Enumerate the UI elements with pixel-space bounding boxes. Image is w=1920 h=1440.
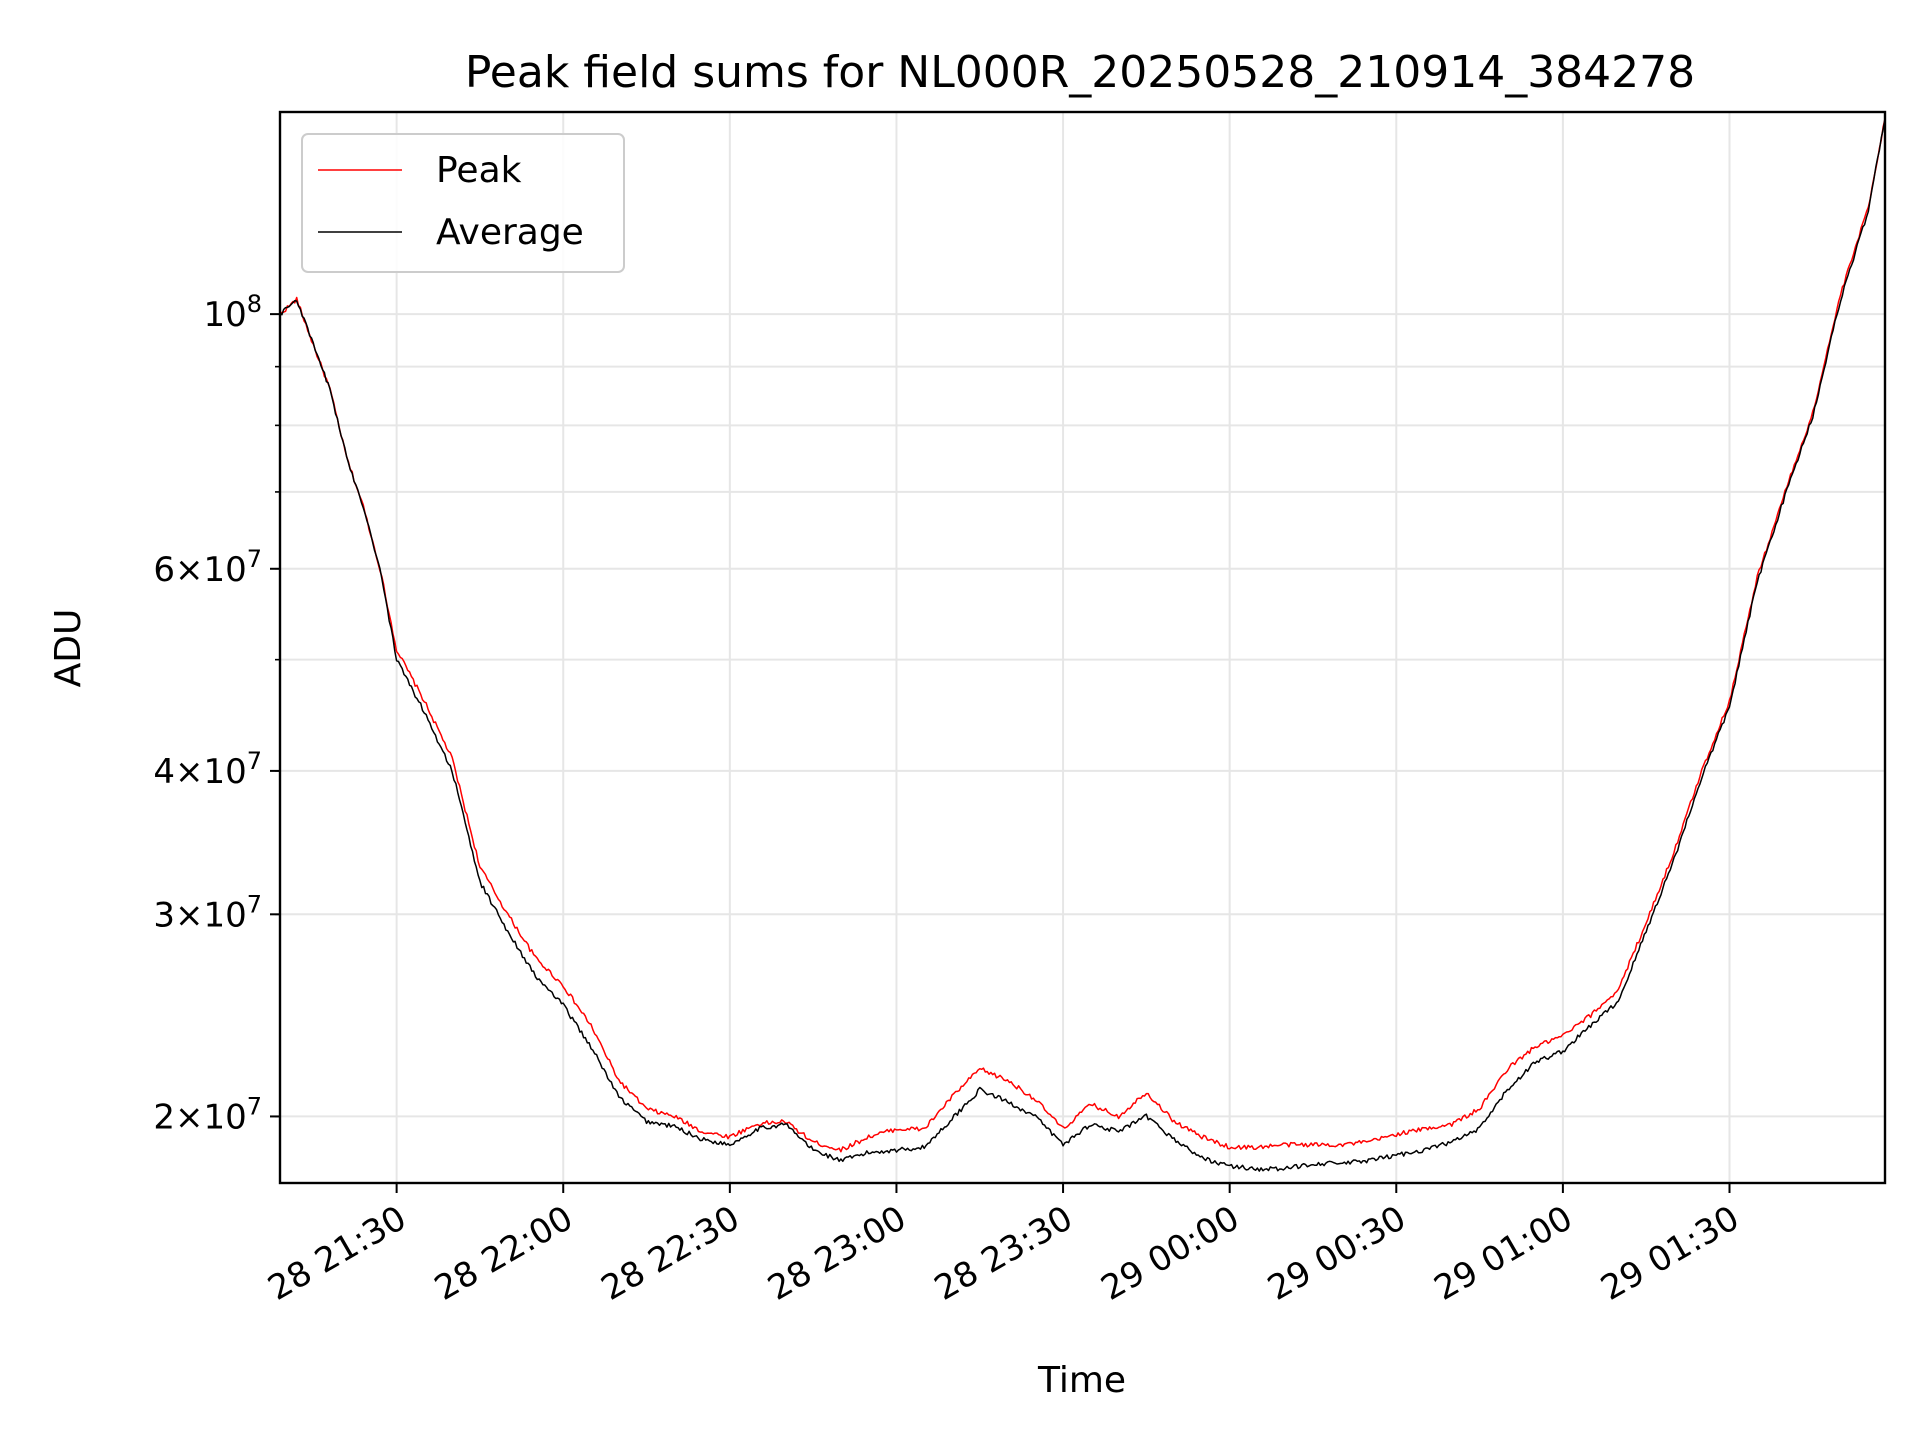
x-tick-label: 28 22:30 xyxy=(595,1198,747,1309)
series-layer xyxy=(279,118,1886,1172)
x-tick-label: 28 22:00 xyxy=(428,1198,580,1309)
series-line-average xyxy=(279,118,1886,1172)
legend-peak-label: Peak xyxy=(436,150,522,191)
y-tick-label: 6×107 xyxy=(153,545,262,590)
legend-box xyxy=(301,133,625,273)
series-line-peak xyxy=(279,118,1886,1153)
x-tick-label: 29 00:30 xyxy=(1261,1198,1413,1309)
x-axis: 28 21:30 28 22:00 28 22:30 28 23:00 28 23:30… xyxy=(261,1183,1746,1309)
y-tick-label: 108 xyxy=(203,290,262,335)
x-tick-label: 29 00:00 xyxy=(1094,1198,1246,1309)
y-axis: 2×107 3×107 4×107 6×107 108 xyxy=(153,290,280,1137)
y-tick-label: 4×107 xyxy=(153,747,262,792)
y-axis-label: ADU xyxy=(48,609,89,688)
plot-frame xyxy=(278,110,1887,1185)
x-tick-label: 29 01:00 xyxy=(1428,1198,1580,1309)
x-tick-label: 28 21:30 xyxy=(261,1198,413,1309)
x-tick-label: 29 01:30 xyxy=(1594,1198,1746,1309)
x-axis-label: Time xyxy=(1037,1360,1126,1401)
grid-lines xyxy=(280,112,1885,1183)
legend-average-label: Average xyxy=(436,212,584,253)
x-tick-label: 28 23:00 xyxy=(761,1198,913,1309)
chart-title: Peak field sums for NL000R_20250528_2109… xyxy=(465,47,1695,98)
y-tick-label: 2×107 xyxy=(153,1092,262,1137)
x-tick-label: 28 23:30 xyxy=(928,1198,1080,1309)
legend: Peak Average xyxy=(301,133,625,273)
y-tick-label: 3×107 xyxy=(153,890,262,935)
